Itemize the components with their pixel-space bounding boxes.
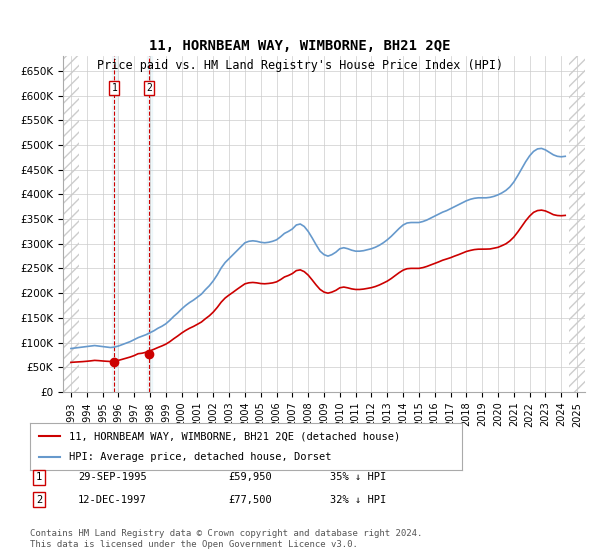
Text: 11, HORNBEAM WAY, WIMBORNE, BH21 2QE (detached house): 11, HORNBEAM WAY, WIMBORNE, BH21 2QE (de…: [69, 431, 400, 441]
Text: £77,500: £77,500: [228, 494, 272, 505]
Text: 35% ↓ HPI: 35% ↓ HPI: [330, 472, 386, 482]
Text: £59,950: £59,950: [228, 472, 272, 482]
Bar: [569, 56, 585, 392]
Text: 29-SEP-1995: 29-SEP-1995: [78, 472, 147, 482]
Text: HPI: Average price, detached house, Dorset: HPI: Average price, detached house, Dors…: [69, 452, 331, 462]
Text: Price paid vs. HM Land Registry's House Price Index (HPI): Price paid vs. HM Land Registry's House …: [97, 59, 503, 72]
Bar: [63, 56, 79, 392]
Text: 2: 2: [146, 83, 152, 93]
Text: 1: 1: [36, 472, 42, 482]
Text: 11, HORNBEAM WAY, WIMBORNE, BH21 2QE: 11, HORNBEAM WAY, WIMBORNE, BH21 2QE: [149, 39, 451, 53]
Text: 1: 1: [112, 83, 117, 93]
Text: 32% ↓ HPI: 32% ↓ HPI: [330, 494, 386, 505]
Text: 12-DEC-1997: 12-DEC-1997: [78, 494, 147, 505]
Bar: [569, 56, 585, 392]
Bar: [63, 56, 79, 392]
Bar: [112, 56, 117, 392]
Bar: [147, 56, 152, 392]
Text: 2: 2: [36, 494, 42, 505]
Text: Contains HM Land Registry data © Crown copyright and database right 2024.
This d: Contains HM Land Registry data © Crown c…: [30, 529, 422, 549]
